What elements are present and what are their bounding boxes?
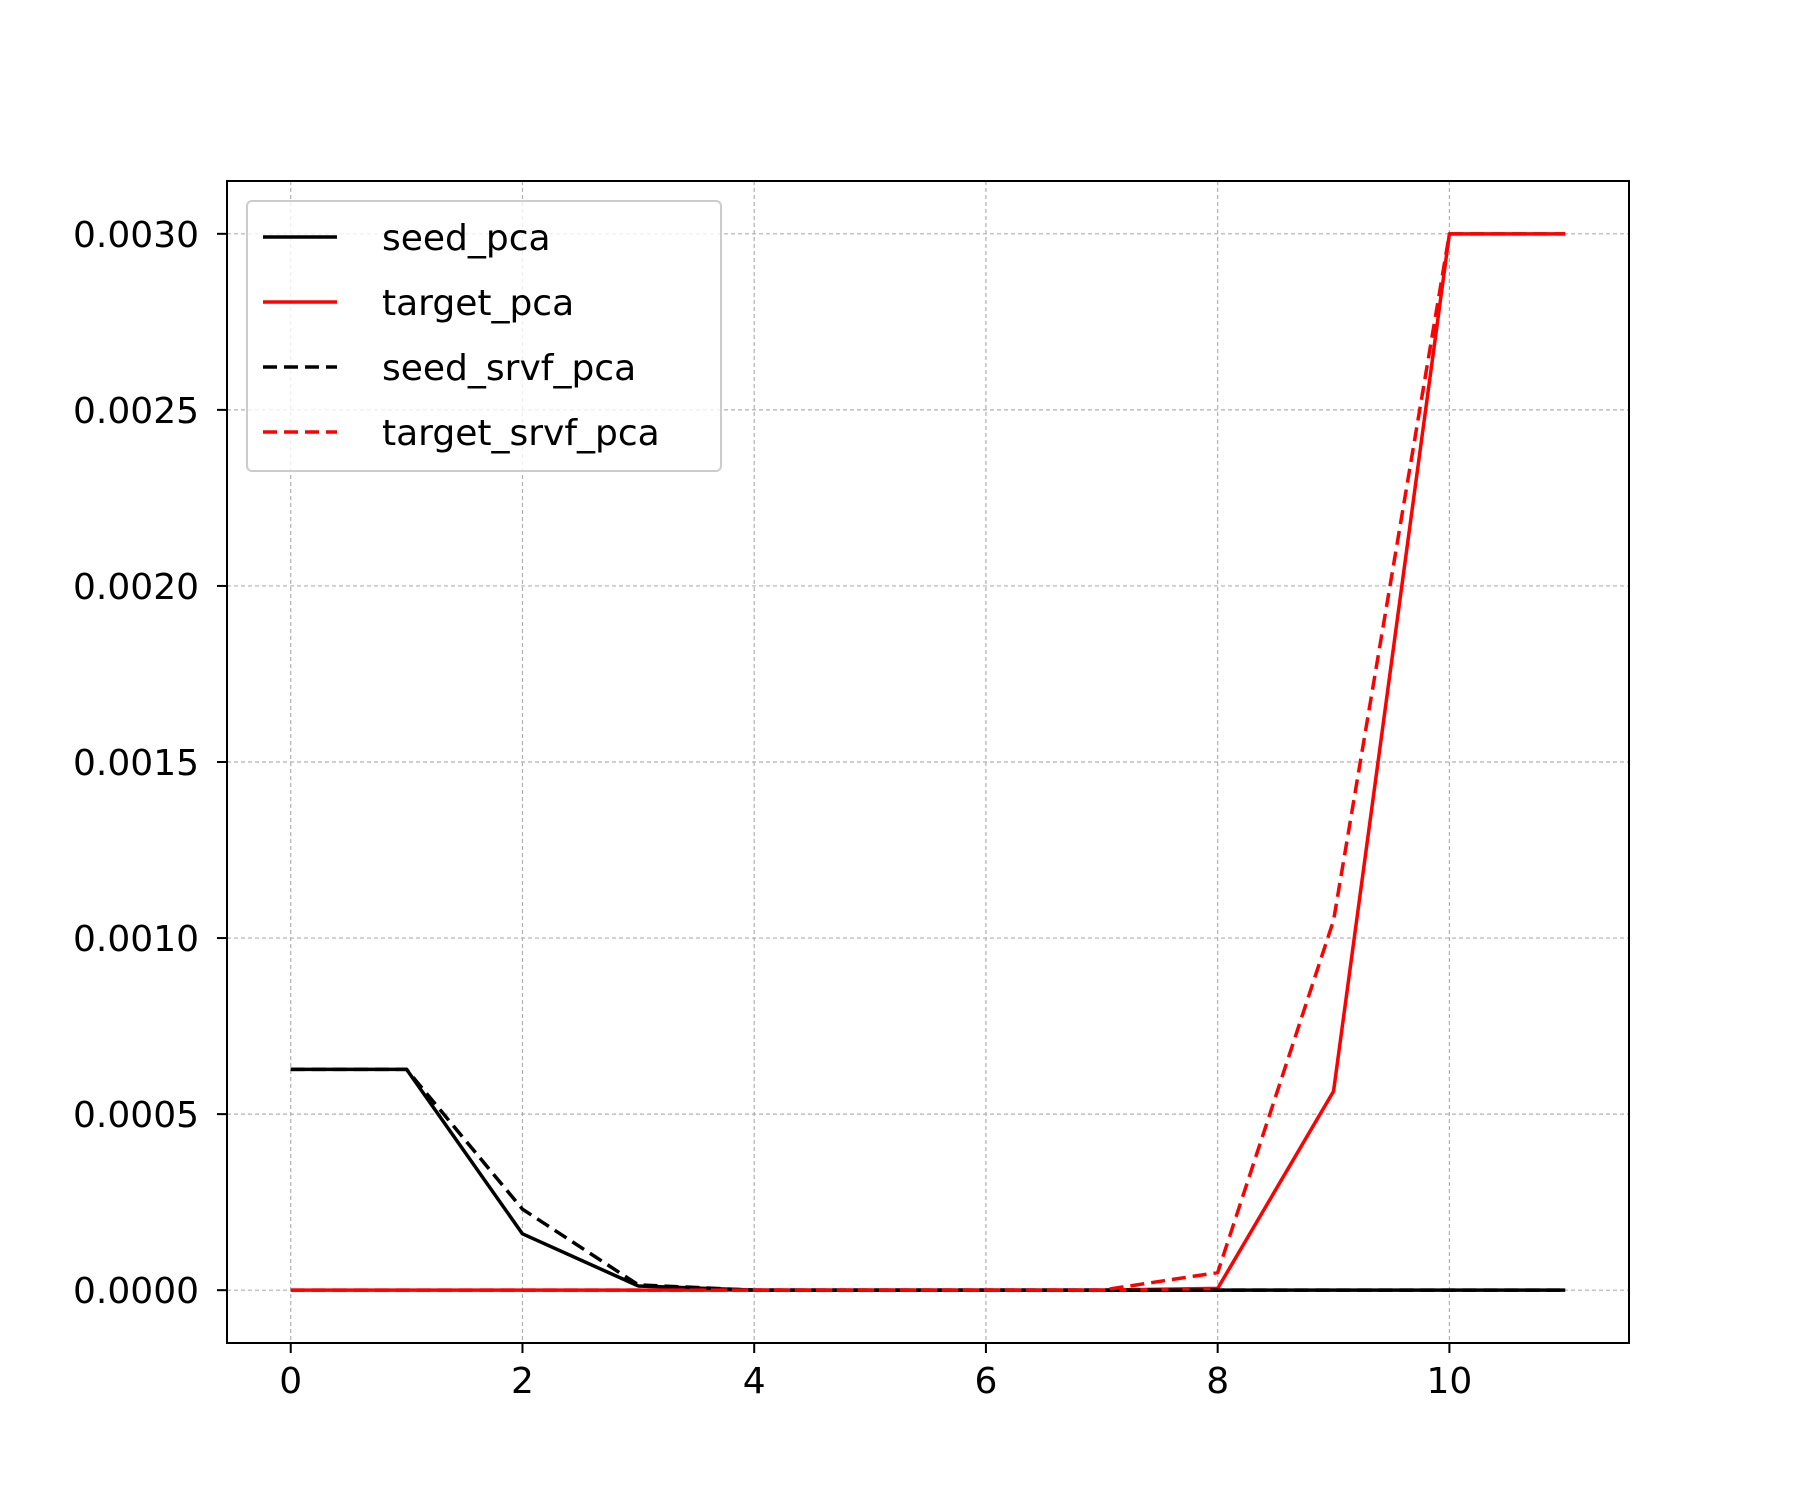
axis-ticks: 0 2 4 6 8 10 0.0000 0.0005 0.0010 0.0015 0.0020 0.0… xyxy=(73,215,1472,1402)
x-tick-label: 2 xyxy=(511,1361,534,1402)
legend-box xyxy=(246,200,722,472)
y-tick-label: 0.0025 xyxy=(73,391,199,432)
y-tick-label: 0.0015 xyxy=(73,743,199,784)
legend: seed_pca target_pca seed_srvf_pca target_sr… xyxy=(246,200,722,472)
y-tick-label: 0.0010 xyxy=(73,919,199,960)
x-tick-label: 0 xyxy=(279,1361,302,1402)
x-tick-label: 10 xyxy=(1426,1361,1472,1402)
y-tick-label: 0.0005 xyxy=(73,1095,199,1136)
y-tick-label: 0.0000 xyxy=(73,1271,199,1312)
legend-label: seed_srvf_pca xyxy=(382,348,636,389)
y-tick-label: 0.0030 xyxy=(73,215,199,256)
legend-label: target_pca xyxy=(382,283,574,324)
y-tick-label: 0.0020 xyxy=(73,567,199,608)
legend-label: seed_pca xyxy=(382,218,551,259)
series-line-target-srvf-pca xyxy=(290,232,1566,1292)
plot-frame xyxy=(226,180,1630,1344)
x-tick-label: 6 xyxy=(974,1361,997,1402)
x-tick-label: 8 xyxy=(1206,1361,1229,1402)
x-tick-label: 4 xyxy=(743,1361,766,1402)
legend-label: target_srvf_pca xyxy=(382,413,660,454)
series-lines xyxy=(290,232,1566,1292)
